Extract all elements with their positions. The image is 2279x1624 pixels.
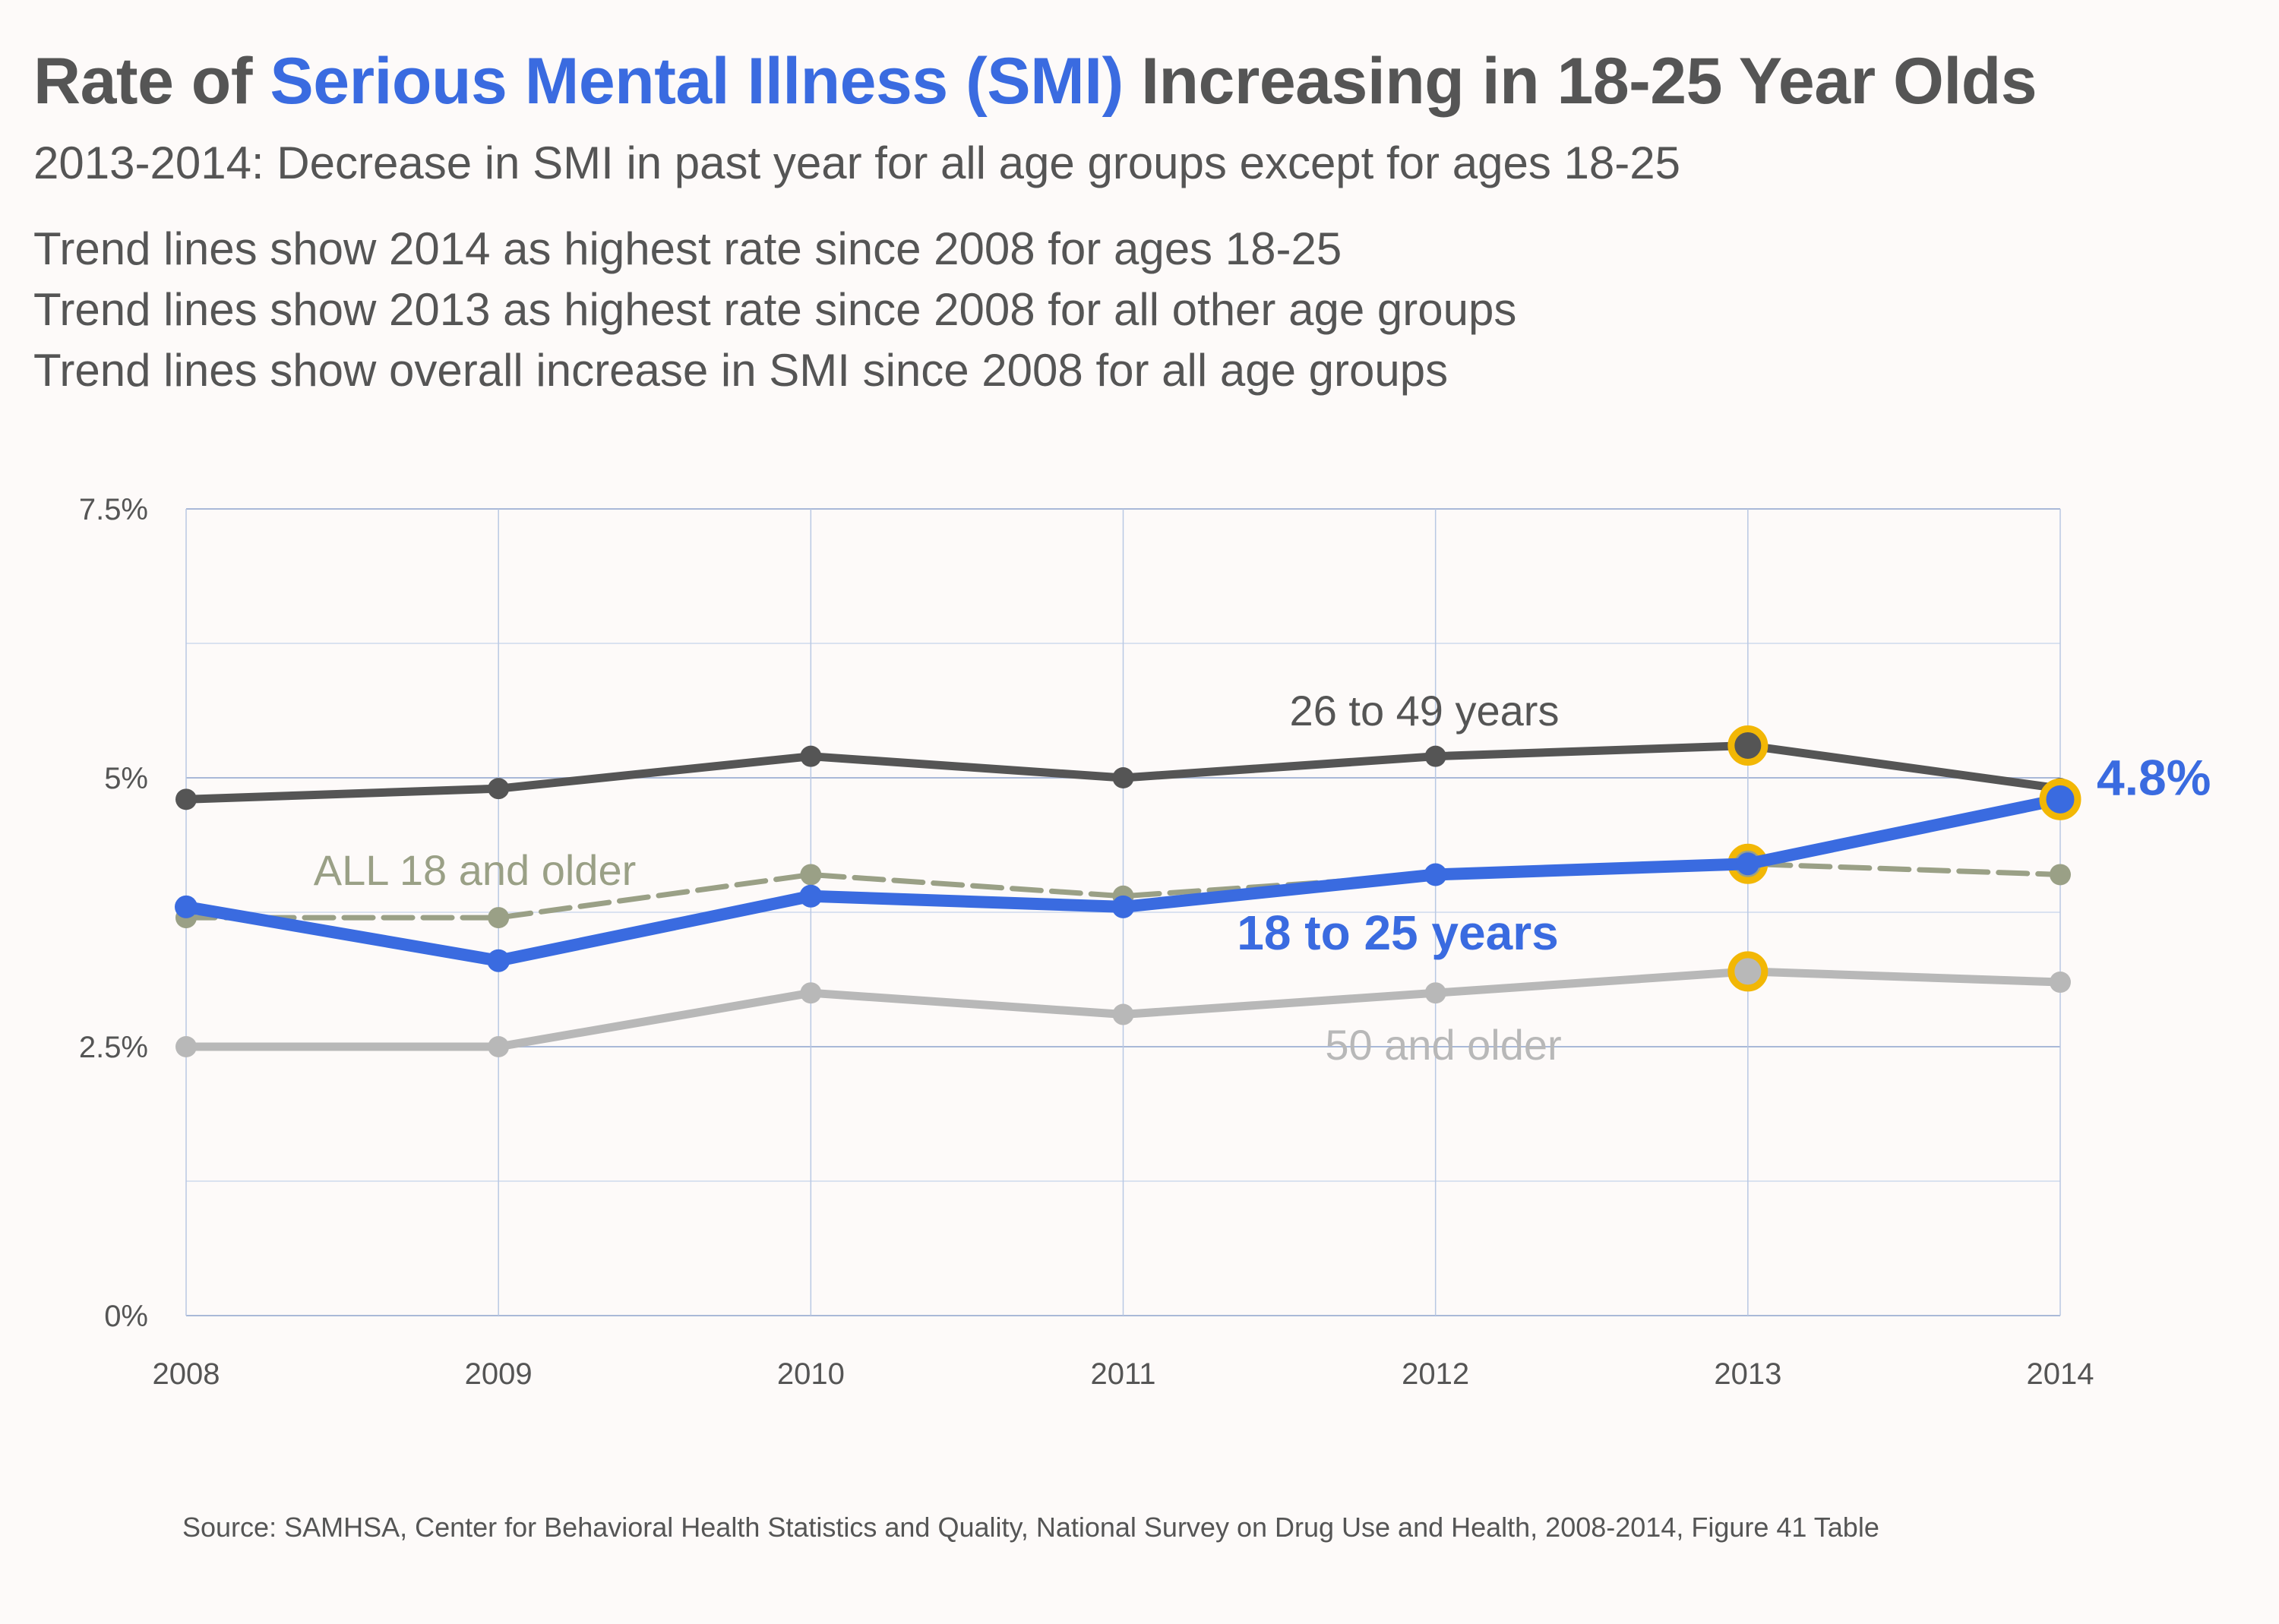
x-tick-label: 2008 xyxy=(153,1357,220,1391)
data-point xyxy=(175,895,198,918)
source-note: Source: SAMHSA, Center for Behavioral He… xyxy=(182,1512,1879,1543)
y-tick-label: 0% xyxy=(104,1300,148,1333)
x-tick-label: 2010 xyxy=(777,1357,845,1391)
trend-notes: Trend lines show 2014 as highest rate si… xyxy=(33,219,1516,401)
y-tick-label: 7.5% xyxy=(79,493,148,526)
data-point xyxy=(1424,863,1447,886)
x-tick-label: 2013 xyxy=(1714,1357,1781,1391)
data-point xyxy=(488,778,510,800)
series-label: 18 to 25 years xyxy=(1237,905,1558,960)
data-point xyxy=(175,1036,197,1057)
y-tick-label: 5% xyxy=(104,762,148,795)
data-point xyxy=(2050,864,2071,886)
data-point xyxy=(488,1036,510,1057)
data-point-highlighted xyxy=(2039,778,2081,820)
data-point xyxy=(1424,745,1446,767)
data-point xyxy=(1112,767,1134,788)
series-label: 26 to 49 years xyxy=(1290,687,1560,735)
chart-subtitle: 2013-2014: Decrease in SMI in past year … xyxy=(33,137,1680,188)
data-label: 4.8% xyxy=(2097,749,2211,805)
data-point xyxy=(175,788,197,810)
chart-title: Rate of Serious Mental Illness (SMI) Inc… xyxy=(33,44,2037,119)
data-point-highlighted xyxy=(1727,725,1769,766)
trend-note: Trend lines show overall increase in SMI… xyxy=(33,345,1449,396)
data-point xyxy=(487,949,510,972)
series-label: 50 and older xyxy=(1325,1021,1561,1069)
title-suffix: Increasing in 18-25 Year Olds xyxy=(1123,45,2037,118)
data-point xyxy=(1736,852,1759,876)
title-highlight: Serious Mental Illness (SMI) xyxy=(270,45,1124,118)
trend-note: Trend lines show 2014 as highest rate si… xyxy=(33,223,1342,274)
data-point xyxy=(800,982,822,1004)
data-point xyxy=(2050,972,2071,994)
x-tick-label: 2014 xyxy=(2027,1357,2094,1391)
data-point xyxy=(800,745,822,767)
x-tick-label: 2011 xyxy=(1090,1357,1155,1391)
series-label: ALL 18 and older xyxy=(314,846,636,894)
x-tick-label: 2012 xyxy=(1402,1357,1469,1391)
trend-note: Trend lines show 2013 as highest rate si… xyxy=(33,284,1517,335)
data-point-highlighted xyxy=(1727,951,1769,992)
data-point xyxy=(1112,1003,1134,1025)
data-point xyxy=(1424,982,1446,1004)
title-prefix: Rate of xyxy=(33,45,270,118)
y-tick-label: 2.5% xyxy=(79,1031,148,1064)
data-point xyxy=(799,884,823,908)
data-point xyxy=(488,907,510,929)
data-point xyxy=(800,864,822,886)
x-tick-label: 2009 xyxy=(465,1357,533,1391)
data-point xyxy=(1111,895,1135,918)
